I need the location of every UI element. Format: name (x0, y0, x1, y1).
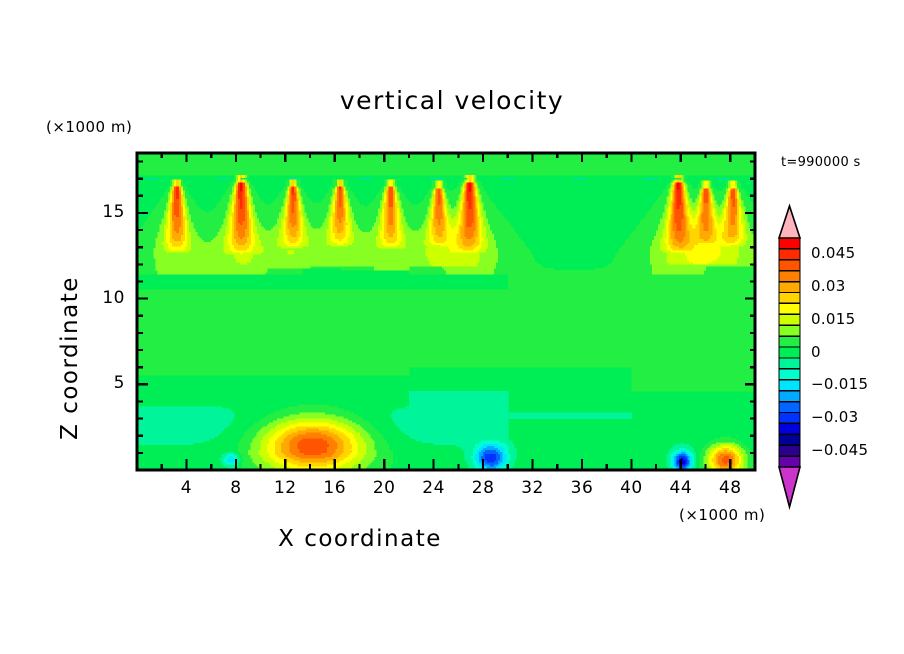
x-tick-label: 20 (372, 478, 396, 498)
y-tick-label: 10 (102, 287, 125, 308)
y-tick-label: 5 (113, 373, 125, 394)
x-tick-label: 12 (273, 478, 297, 498)
colorbar-tick-label: −0.045 (811, 440, 869, 459)
x-tick-label: 32 (521, 478, 544, 498)
colorbar-tick-label: 0.045 (811, 244, 856, 263)
colorbar-tick-label: 0.015 (811, 309, 856, 328)
timestamp-annotation: t=990000 s (781, 155, 861, 170)
axis-frame (135, 151, 757, 472)
x-tick-label: 40 (620, 478, 643, 498)
x-tick-label: 48 (718, 478, 742, 498)
x-tick-label: 16 (323, 478, 347, 498)
x-tick-label: 36 (570, 478, 594, 498)
colorbar-tick-label: 0.03 (811, 277, 846, 296)
y-axis-unit-label: (×1000 m) (46, 118, 133, 136)
y-tick-label: 15 (102, 201, 125, 222)
colorbar-tick-label: −0.015 (811, 375, 869, 394)
chart-title: vertical velocity (339, 86, 565, 115)
contour-field (137, 153, 755, 470)
colorbar (777, 203, 802, 511)
x-tick-label: 44 (669, 478, 693, 498)
colorbar-tick-label: −0.03 (811, 407, 859, 426)
colorbar-tick-label: 0 (811, 342, 821, 361)
x-tick-label: 24 (422, 478, 445, 498)
x-tick-label: 28 (471, 478, 495, 498)
x-axis-label: X coordinate (278, 526, 442, 552)
x-tick-label: 4 (180, 478, 193, 498)
x-tick-label: 8 (230, 478, 242, 498)
x-axis-unit-label: (×1000 m) (679, 506, 766, 524)
